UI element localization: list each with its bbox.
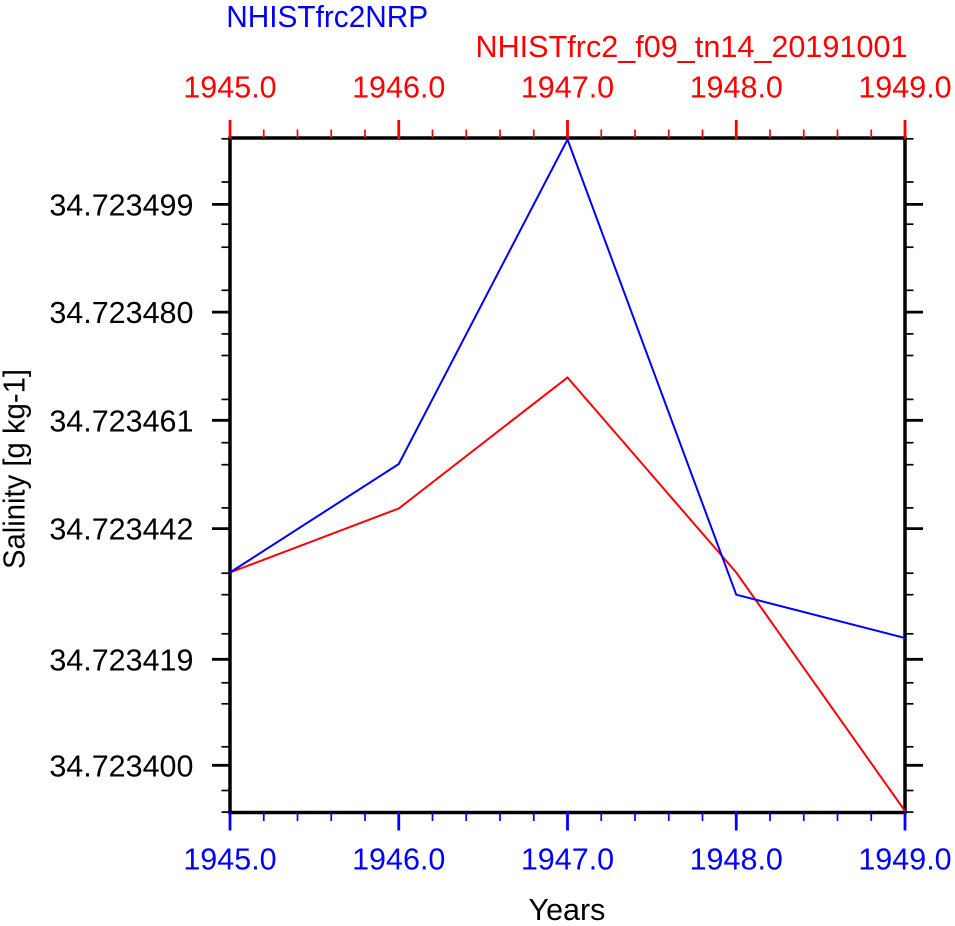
svg-text:1946.0: 1946.0 [352,71,445,105]
svg-text:NHISTfrc2NRP: NHISTfrc2NRP [226,0,428,34]
svg-text:34.723400: 34.723400 [49,749,193,783]
svg-text:34.723499: 34.723499 [49,188,193,222]
svg-text:1945.0: 1945.0 [183,71,276,105]
svg-text:NHISTfrc2_f09_tn14_20191001: NHISTfrc2_f09_tn14_20191001 [476,30,908,64]
svg-text:34.723461: 34.723461 [49,404,193,438]
svg-text:1945.0: 1945.0 [183,843,276,877]
svg-text:1948.0: 1948.0 [690,71,783,105]
svg-text:1947.0: 1947.0 [521,71,614,105]
svg-text:1948.0: 1948.0 [690,843,783,877]
svg-text:1946.0: 1946.0 [352,843,445,877]
svg-text:1947.0: 1947.0 [521,843,614,877]
svg-text:Years: Years [529,893,606,926]
svg-text:34.723442: 34.723442 [49,513,193,547]
svg-text:34.723419: 34.723419 [49,643,193,677]
svg-text:Salinity [g kg-1]: Salinity [g kg-1] [0,369,32,569]
svg-text:1949.0: 1949.0 [858,71,951,105]
svg-text:1949.0: 1949.0 [858,843,951,877]
svg-text:34.723480: 34.723480 [49,296,193,330]
